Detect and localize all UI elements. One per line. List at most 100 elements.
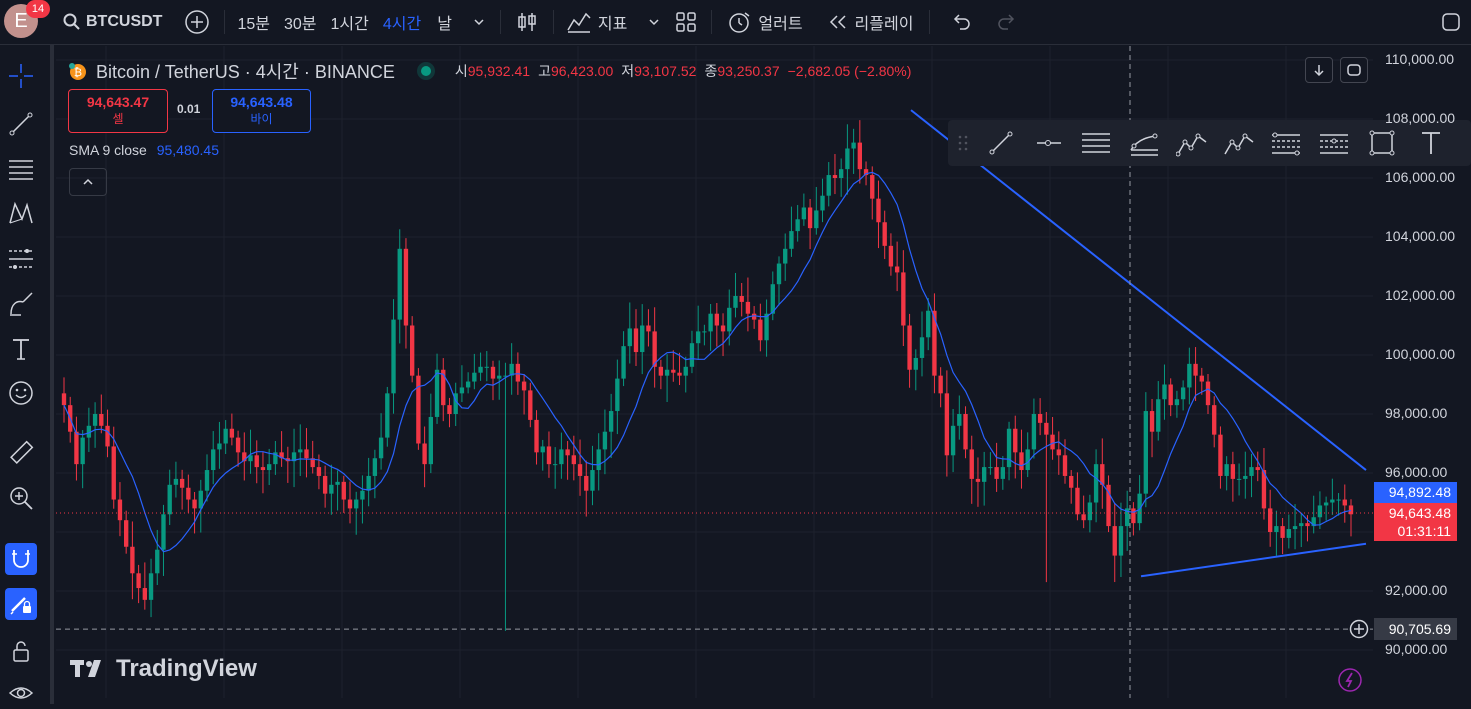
candle-body [409, 325, 415, 376]
alert-button[interactable]: 얼러트 [726, 0, 803, 44]
fib-tool[interactable] [5, 153, 37, 185]
sell-button[interactable]: 94,643.47 셀 [68, 89, 168, 133]
drag-handle[interactable] [950, 127, 976, 159]
buy-button[interactable]: 94,643.48 바이 [212, 89, 311, 133]
candle-body [932, 310, 937, 376]
candle-body [689, 343, 695, 367]
candle-body [136, 573, 141, 589]
candle-body [646, 325, 651, 332]
fullscreen-toggle-button[interactable] [1440, 0, 1462, 44]
candle-body [944, 393, 950, 456]
candle-body [1249, 467, 1254, 476]
price-axis[interactable] [1373, 46, 1471, 698]
hide-drawings-tool[interactable] [5, 677, 37, 709]
elliott-wave-tool[interactable] [1176, 127, 1208, 159]
trendline-tool[interactable] [5, 108, 37, 140]
rectangle-tool[interactable] [1366, 127, 1398, 159]
candle-body [627, 328, 632, 347]
interval-1d[interactable]: 날 [437, 16, 452, 33]
text-tool[interactable] [5, 333, 37, 365]
indicators-label: 지표 [597, 16, 628, 33]
trendline-tool-floating[interactable] [985, 127, 1017, 159]
text-tool-floating[interactable] [1415, 127, 1447, 159]
candle-body [683, 366, 688, 376]
interval-15m[interactable]: 15분 [237, 16, 270, 33]
forecast-tool[interactable] [5, 243, 37, 275]
indicators-dropdown[interactable] [647, 0, 661, 44]
sma-legend[interactable]: SMA 9 close 95,480.45 [69, 142, 219, 158]
indicators-button[interactable]: 지표 [566, 0, 627, 44]
replay-button[interactable]: 리플레이 [827, 0, 913, 44]
candle-body [565, 449, 570, 456]
fib-retracement-tool[interactable] [1270, 127, 1302, 159]
candle-body [497, 375, 502, 379]
candle-body [559, 449, 564, 465]
magnet-mode-tool[interactable] [5, 543, 37, 575]
candle-body [807, 207, 813, 229]
channel-lines-icon [1082, 133, 1110, 153]
candle-body [528, 390, 533, 420]
candle-body [1112, 526, 1117, 556]
compare-symbol-button[interactable] [184, 0, 210, 44]
candle-body [1149, 411, 1155, 432]
candle-body [1218, 434, 1223, 476]
horizontal-line-icon [1037, 140, 1061, 146]
candle-body [316, 467, 322, 476]
redo-button[interactable] [996, 0, 1018, 44]
interval-dropdown[interactable] [472, 0, 486, 44]
candle-body [1168, 384, 1173, 406]
parallel-channel-tool[interactable] [1080, 127, 1112, 159]
fib-extension-tool[interactable] [1318, 127, 1350, 159]
emoji-tool[interactable] [5, 377, 37, 409]
candle-body [192, 499, 197, 509]
candle-body [111, 446, 116, 500]
reset-chart-button[interactable] [1340, 57, 1368, 83]
add-alert-plus-button[interactable] [1349, 619, 1369, 639]
low-value: 93,107.52 [634, 63, 697, 79]
candle-body [235, 437, 241, 453]
arrow-down-icon [1314, 65, 1324, 77]
lock-drawings-tool[interactable] [5, 635, 37, 667]
abcd-pattern-tool[interactable] [1223, 127, 1255, 159]
candle-body [161, 514, 166, 550]
candle-body [770, 284, 775, 314]
lightning-button[interactable] [1337, 667, 1363, 693]
undo-button[interactable] [950, 0, 972, 44]
symbol-search[interactable]: BTCUSDT [62, 0, 162, 44]
crosshair-tool[interactable] [5, 60, 37, 92]
collapse-legend-button[interactable] [69, 168, 107, 196]
candle-body [515, 363, 521, 382]
tradingview-logo[interactable]: TradingView [70, 655, 257, 683]
candle-body [1311, 517, 1316, 527]
zoom-tool[interactable] [5, 482, 37, 514]
interval-4h[interactable]: 4시간 [382, 16, 422, 33]
candle-body [758, 319, 763, 341]
bar-countdown: 01:31:11 [1397, 523, 1451, 539]
price-axis-label: 102,000.00 [1385, 287, 1456, 303]
candle-body [888, 245, 894, 267]
candle-body [260, 467, 266, 471]
candle-body [366, 475, 371, 491]
candle-body [453, 393, 458, 414]
interval-30m[interactable]: 30분 [283, 16, 317, 33]
candle-body [745, 301, 751, 314]
candle-body [1019, 452, 1024, 471]
crosshair-icon [9, 64, 33, 88]
scroll-down-button[interactable] [1305, 57, 1333, 83]
symbol-title[interactable]: Bitcoin / TetherUS · 4시간 · BINANCE [96, 62, 395, 82]
chart-type-button[interactable] [515, 0, 539, 44]
candle-body [347, 499, 353, 509]
candle-body [1286, 529, 1292, 538]
brush-tool[interactable] [5, 288, 37, 320]
candle-body [254, 455, 259, 468]
pattern-tool[interactable] [5, 197, 37, 229]
magnet-icon [12, 550, 30, 568]
candle-body [360, 490, 365, 500]
layouts-button[interactable] [675, 0, 697, 44]
horizontal-ray-tool[interactable] [1033, 127, 1065, 159]
stay-in-drawing-mode-tool[interactable] [5, 588, 37, 620]
drawing-tools-floating-bar [948, 120, 1471, 166]
interval-1h[interactable]: 1시간 [330, 16, 369, 33]
measure-tool[interactable] [5, 437, 37, 469]
pitchfork-tool[interactable] [1128, 127, 1160, 159]
